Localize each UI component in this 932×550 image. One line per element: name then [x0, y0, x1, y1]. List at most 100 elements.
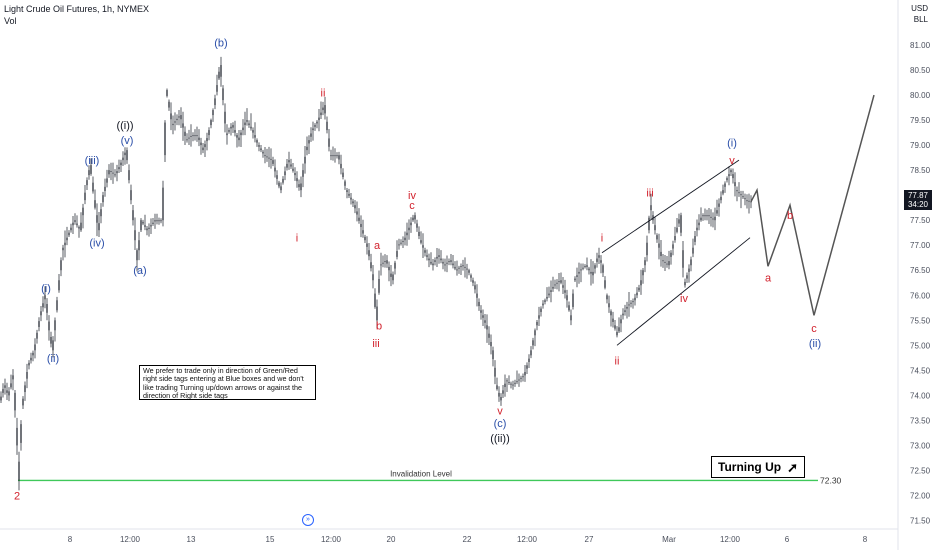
candle-body	[46, 304, 48, 313]
candle-body	[328, 138, 330, 147]
candle-body	[12, 375, 14, 380]
candle-body	[434, 260, 436, 262]
candle-body	[60, 260, 62, 271]
candle-body	[56, 300, 58, 311]
candle-body	[544, 300, 546, 302]
candle-body	[388, 266, 390, 271]
wave-projection	[750, 94, 875, 316]
candle-body	[552, 286, 554, 289]
candle-body	[312, 128, 314, 131]
candle-body	[454, 266, 456, 269]
candle-body	[106, 178, 108, 183]
wave-label: b	[376, 320, 382, 332]
candle-body	[656, 235, 658, 240]
candle-body	[162, 187, 164, 221]
candle-body	[676, 227, 678, 232]
candle-body	[246, 120, 248, 122]
candle-body	[498, 392, 500, 397]
invalidation-label: Invalidation Level	[390, 469, 452, 478]
candle-body	[284, 171, 286, 176]
candle-body	[144, 225, 146, 227]
candle-body	[116, 171, 118, 174]
candle-body	[158, 220, 160, 222]
candle-body	[624, 310, 626, 312]
candle-body	[688, 268, 690, 272]
candle-body	[644, 260, 646, 266]
candle-body	[206, 138, 208, 142]
candle-body	[10, 383, 12, 388]
volume-indicator-label[interactable]: Vol	[4, 16, 17, 26]
x-tick-label: 27	[585, 535, 594, 544]
chart-title: Light Crude Oil Futures, 1h, NYMEX	[4, 4, 150, 14]
candle-body	[234, 130, 236, 133]
candle-body	[460, 266, 462, 268]
candle-body	[384, 261, 386, 263]
y-tick-label: 74.50	[910, 366, 931, 375]
candle-body	[466, 268, 468, 270]
candle-body	[442, 261, 444, 264]
candle-body	[654, 225, 656, 231]
candle-body	[614, 325, 616, 329]
candle-body	[58, 280, 60, 291]
candle-body	[496, 385, 498, 390]
candle-body	[630, 302, 632, 304]
candle-body	[270, 158, 272, 160]
candle-body	[52, 340, 54, 351]
candle-body	[632, 301, 634, 303]
candle-body	[126, 150, 128, 161]
y-tick-label: 73.00	[910, 441, 931, 450]
candle-body	[684, 281, 686, 286]
candle-body	[154, 220, 156, 222]
candle-body	[156, 220, 158, 222]
candle-body	[538, 315, 540, 319]
candle-body	[244, 122, 246, 126]
channel-line	[616, 237, 751, 346]
candle-body	[94, 200, 96, 208]
candle-body	[376, 306, 378, 321]
x-tick-label: 12:00	[321, 535, 342, 544]
candle-body	[118, 167, 120, 170]
y-tick-label: 72.00	[910, 491, 931, 500]
replay-icon[interactable]: »	[302, 514, 314, 526]
candle-body	[662, 260, 664, 262]
candle-body	[602, 265, 604, 273]
candle-body	[564, 290, 566, 293]
wave-label: iv	[680, 293, 688, 305]
candle-body	[164, 122, 166, 156]
candle-body	[440, 258, 442, 261]
candle-body	[8, 391, 10, 396]
arrow-up-right-icon: ➚	[787, 459, 798, 475]
candle-body	[700, 217, 702, 221]
candle-body	[492, 350, 494, 360]
candle-body	[324, 105, 326, 114]
candle-body	[314, 125, 316, 127]
y-tick-label: 77.50	[910, 216, 931, 225]
candle-body	[566, 295, 568, 301]
candle-body	[406, 232, 408, 236]
y-tick-label: 75.00	[910, 341, 931, 350]
candle-body	[424, 250, 426, 253]
candle-body	[202, 147, 204, 151]
wave-label: ii	[615, 355, 620, 367]
candle-body	[166, 90, 168, 96]
candle-body	[368, 250, 370, 257]
candle-body	[530, 350, 532, 356]
candle-body	[232, 125, 234, 128]
candle-body	[724, 183, 726, 187]
wave-label: (c)	[494, 418, 507, 430]
currency-label: USD	[911, 4, 928, 13]
candle-body	[134, 230, 136, 241]
candle-body	[490, 341, 492, 347]
candle-body	[628, 304, 630, 306]
candle-body	[18, 461, 20, 481]
candle-body	[338, 155, 340, 160]
candle-body	[268, 157, 270, 159]
candle-body	[446, 262, 448, 264]
candle-body	[456, 269, 458, 271]
candle-body	[66, 237, 68, 241]
candle-body	[746, 200, 748, 202]
candle-body	[730, 170, 732, 173]
candle-body	[660, 251, 662, 257]
y-tick-label: 76.00	[910, 291, 931, 300]
